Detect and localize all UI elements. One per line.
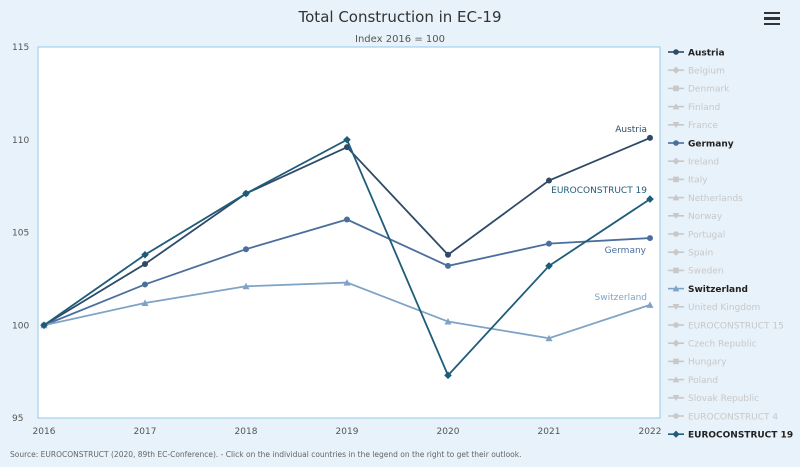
data-point-euroconstruct-19 xyxy=(444,371,452,380)
data-point-switzerland xyxy=(545,334,553,342)
legend-item-ireland[interactable]: Ireland xyxy=(688,158,719,168)
hamburger-menu-icon[interactable] xyxy=(764,12,780,26)
legend-marker-ireland[interactable] xyxy=(672,157,680,165)
chart-subtitle: Index 2016 = 100 xyxy=(355,34,445,45)
legend-item-sweden[interactable]: Sweden xyxy=(688,267,724,277)
legend-marker-netherlands[interactable] xyxy=(672,194,680,201)
chart-title: Total Construction in EC-19 xyxy=(298,8,502,26)
data-point-germany xyxy=(344,216,350,223)
legend-item-euroconstruct-15[interactable]: EUROCONSTRUCT 15 xyxy=(688,321,784,331)
series-label-switzerland: Switzerland xyxy=(595,293,648,303)
x-tick-label: 2021 xyxy=(538,427,561,437)
legend-item-norway[interactable]: Norway xyxy=(688,212,723,222)
data-point-germany xyxy=(546,240,552,247)
legend-item-portugal[interactable]: Portugal xyxy=(688,230,725,240)
data-point-austria xyxy=(142,261,148,268)
legend-item-switzerland[interactable]: Switzerland xyxy=(688,285,748,295)
legend-item-hungary[interactable]: Hungary xyxy=(688,358,727,368)
legend-item-italy[interactable]: Italy xyxy=(688,176,708,186)
legend-marker-france[interactable] xyxy=(672,122,680,129)
data-point-austria xyxy=(445,251,451,258)
data-point-euroconstruct-19 xyxy=(343,135,351,144)
y-tick-label: 110 xyxy=(12,136,29,146)
data-point-euroconstruct-19 xyxy=(545,262,553,270)
legend-marker-finland[interactable] xyxy=(672,103,680,110)
legend-marker-slovak-republic[interactable] xyxy=(672,395,680,402)
legend-marker-norway[interactable] xyxy=(672,213,680,220)
legend-marker-united-kingdom[interactable] xyxy=(672,304,680,311)
y-tick-label: 100 xyxy=(12,321,29,331)
x-tick-label: 2019 xyxy=(336,427,359,437)
legend-item-austria[interactable]: Austria xyxy=(688,48,725,58)
x-tick-label: 2017 xyxy=(134,427,157,437)
y-tick-label: 115 xyxy=(12,43,29,53)
legend-marker-portugal[interactable] xyxy=(673,231,679,237)
data-point-switzerland xyxy=(242,282,250,290)
legend-marker-spain[interactable] xyxy=(672,248,680,256)
data-point-germany xyxy=(445,262,451,269)
data-point-switzerland xyxy=(141,299,149,306)
legend-item-finland[interactable]: Finland xyxy=(688,103,720,113)
y-tick-label: 105 xyxy=(12,229,29,239)
legend-marker-denmark[interactable] xyxy=(673,85,679,92)
data-point-switzerland xyxy=(444,318,452,325)
legend-item-france[interactable]: France xyxy=(688,121,718,131)
legend-marker-czech-republic[interactable] xyxy=(672,339,680,347)
legend-item-denmark[interactable]: Denmark xyxy=(688,85,730,95)
legend-item-united-kingdom[interactable]: United Kingdom xyxy=(688,303,760,313)
legend-item-netherlands[interactable]: Netherlands xyxy=(688,194,743,204)
legend-item-spain[interactable]: Spain xyxy=(688,249,713,259)
x-tick-label: 2016 xyxy=(33,427,56,437)
data-point-germany xyxy=(647,235,653,242)
data-point-austria xyxy=(546,177,552,184)
source-footer: Source: EUROCONSTRUCT (2020, 89th EC-Con… xyxy=(10,450,522,459)
legend-marker-hungary[interactable] xyxy=(673,358,679,365)
x-tick-label: 2020 xyxy=(437,427,460,437)
legend-marker-poland[interactable] xyxy=(672,376,680,383)
x-tick-label: 2018 xyxy=(235,427,258,437)
legend-item-czech-republic[interactable]: Czech Republic xyxy=(688,340,757,350)
data-point-austria xyxy=(647,134,653,141)
data-point-switzerland xyxy=(343,279,351,286)
legend-item-slovak-republic[interactable]: Slovak Republic xyxy=(688,394,759,404)
legend-marker-euroconstruct-19[interactable] xyxy=(672,430,680,438)
legend-marker-sweden[interactable] xyxy=(673,267,679,274)
legend-item-euroconstruct-19[interactable]: EUROCONSTRUCT 19 xyxy=(688,431,793,441)
y-tick-label: 95 xyxy=(12,414,23,424)
legend-item-belgium[interactable]: Belgium xyxy=(688,67,725,77)
data-point-germany xyxy=(243,246,249,253)
legend-marker-euroconstruct-15[interactable] xyxy=(673,322,679,328)
legend-marker-euroconstruct-4[interactable] xyxy=(673,413,679,419)
plot-area xyxy=(37,46,661,419)
legend-marker-germany[interactable] xyxy=(673,140,679,146)
data-point-switzerland xyxy=(646,301,654,308)
data-point-euroconstruct-19 xyxy=(242,189,250,198)
data-point-euroconstruct-19 xyxy=(141,250,149,259)
legend-marker-italy[interactable] xyxy=(673,176,679,183)
data-point-austria xyxy=(344,144,350,151)
data-point-euroconstruct-19 xyxy=(646,195,654,203)
series-label-germany: Germany xyxy=(605,246,647,256)
data-point-euroconstruct-19 xyxy=(40,321,48,330)
legend-marker-austria[interactable] xyxy=(673,49,679,55)
x-tick-label: 2022 xyxy=(639,427,662,437)
legend-item-poland[interactable]: Poland xyxy=(688,376,718,386)
legend-marker-belgium[interactable] xyxy=(672,66,680,74)
legend-item-euroconstruct-4[interactable]: EUROCONSTRUCT 4 xyxy=(688,412,778,422)
data-point-germany xyxy=(142,281,148,288)
series-label-austria: Austria xyxy=(615,125,647,135)
series-label-euroconstruct-19: EUROCONSTRUCT 19 xyxy=(551,186,647,196)
legend-marker-switzerland[interactable] xyxy=(672,285,680,292)
legend-item-germany[interactable]: Germany xyxy=(688,139,734,149)
